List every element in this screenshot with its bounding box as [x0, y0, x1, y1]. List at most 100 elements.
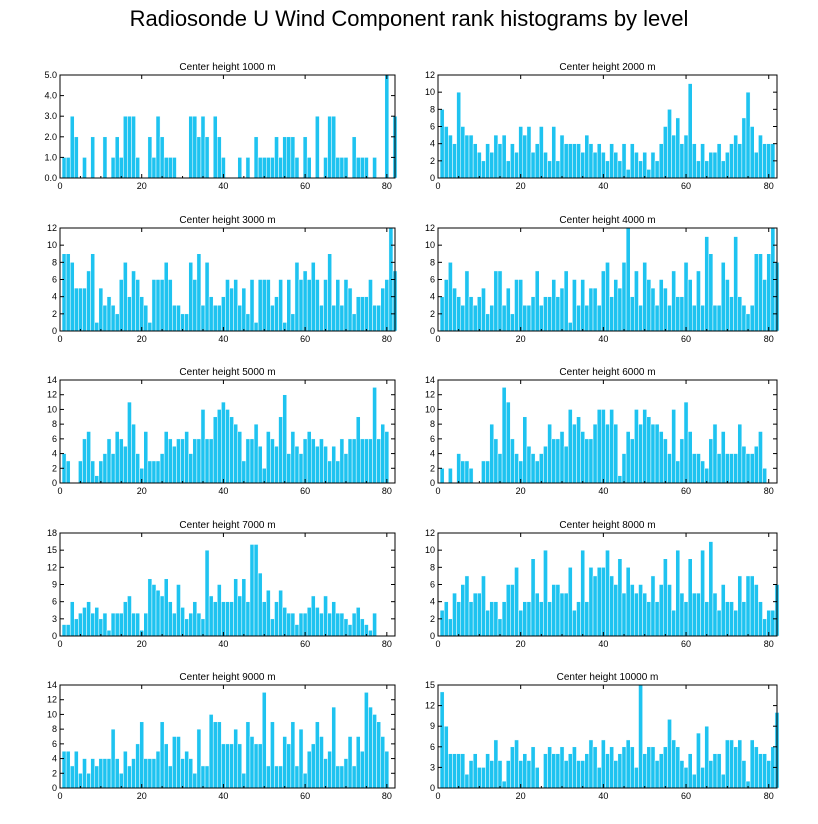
histogram-bar [151, 758, 157, 789]
panel-title: Center height 1000 m [179, 62, 275, 73]
histogram-bar [118, 438, 124, 484]
y-tick-label: 8 [52, 724, 57, 734]
x-tick-label: 80 [764, 181, 774, 191]
histogram-bar [192, 279, 198, 332]
histogram-bar [147, 758, 153, 789]
histogram-bar [510, 746, 515, 789]
histogram-bar [456, 453, 461, 484]
histogram-bar [567, 753, 573, 789]
histogram-bar [217, 136, 222, 179]
x-tick-label: 60 [681, 181, 691, 191]
histogram-bar [90, 612, 95, 637]
histogram-bar [212, 115, 218, 179]
histogram-bar [737, 575, 743, 637]
histogram-bar [452, 287, 457, 332]
histogram-bar [155, 115, 161, 179]
histogram-bar [204, 438, 210, 484]
histogram-bar [563, 592, 569, 637]
histogram-bar [555, 753, 561, 789]
y-tick-label: 4 [430, 449, 435, 459]
histogram-bar [168, 765, 173, 789]
y-tick-label: 1.0 [44, 152, 57, 162]
histogram-bar [725, 152, 730, 179]
histogram-bar [708, 152, 714, 179]
histogram-bar [286, 743, 292, 789]
histogram-bar [221, 743, 226, 789]
histogram-bar [460, 460, 466, 484]
y-tick-label: 4 [52, 449, 57, 459]
histogram-bar [204, 549, 210, 637]
histogram-bar [658, 753, 664, 789]
histogram-bar [172, 612, 177, 637]
histogram-bar [278, 157, 283, 179]
histogram-bar [522, 305, 528, 332]
histogram-bar [266, 431, 271, 484]
histogram-bar [497, 453, 503, 484]
histogram-bar [592, 152, 598, 179]
histogram-bar [642, 262, 648, 332]
histogram-bar [298, 612, 304, 637]
histogram-bar [596, 567, 602, 637]
histogram-bar [155, 589, 161, 637]
histogram-panel-6: Center height 6000 m 0 20 40 60 80 0 2 4 6 8 10 12 14 [425, 367, 778, 496]
histogram-bar [274, 601, 279, 637]
y-tick-label: 8 [430, 257, 435, 267]
histogram-bar [605, 423, 610, 484]
x-tick-label: 60 [300, 334, 310, 344]
histogram-bar [135, 743, 140, 789]
histogram-bar [118, 612, 124, 637]
histogram-bar [229, 416, 234, 484]
histogram-bar [716, 753, 722, 789]
histogram-bar [294, 765, 300, 789]
histogram-bar [551, 438, 557, 484]
histogram-bar [315, 721, 320, 789]
histogram-bar [489, 305, 495, 332]
histogram-bar [493, 438, 499, 484]
histogram-bar [237, 743, 243, 789]
histogram-bar [625, 431, 631, 484]
histogram-bar [605, 262, 610, 332]
histogram-bar [306, 279, 312, 332]
panel-title: Center height 5000 m [179, 367, 275, 378]
histogram-bar [282, 136, 287, 179]
histogram-bar [163, 431, 169, 484]
histogram-bar [613, 279, 619, 332]
histogram-bar [551, 584, 557, 637]
histogram-bar [629, 143, 635, 179]
y-tick-label: 9 [430, 721, 435, 731]
x-tick-label: 20 [516, 334, 526, 344]
histogram-bar [720, 431, 726, 484]
histogram-bar [98, 758, 104, 789]
histogram-bar [323, 595, 328, 637]
histogram-bar [118, 279, 124, 332]
y-tick-label: 8 [52, 257, 57, 267]
histogram-bar [212, 305, 218, 332]
histogram-bar [69, 601, 75, 637]
histogram-bar [151, 279, 157, 332]
x-tick-label: 40 [598, 486, 608, 496]
histogram-bar [302, 438, 308, 484]
y-tick-label: 6 [52, 597, 57, 607]
histogram-bar [331, 601, 337, 637]
x-tick-label: 0 [435, 181, 440, 191]
histogram-bar [609, 746, 614, 789]
histogram-bar [526, 760, 532, 789]
histogram-bar [61, 750, 67, 789]
y-tick-label: 3 [430, 762, 435, 772]
histogram-bar [725, 279, 730, 332]
histogram-bar [82, 287, 87, 332]
histogram-bar [69, 115, 75, 179]
histogram-bar [253, 743, 259, 789]
histogram-bar [638, 160, 643, 179]
histogram-bar [663, 438, 668, 484]
histogram-bar [110, 728, 116, 789]
histogram-bar [617, 160, 623, 179]
x-tick-label: 0 [57, 639, 62, 649]
histogram-bar [319, 438, 324, 484]
histogram-bar [69, 765, 75, 789]
x-tick-label: 80 [764, 486, 774, 496]
histogram-bar [745, 575, 751, 637]
histogram-bar [270, 157, 275, 179]
histogram-bar [634, 767, 639, 789]
